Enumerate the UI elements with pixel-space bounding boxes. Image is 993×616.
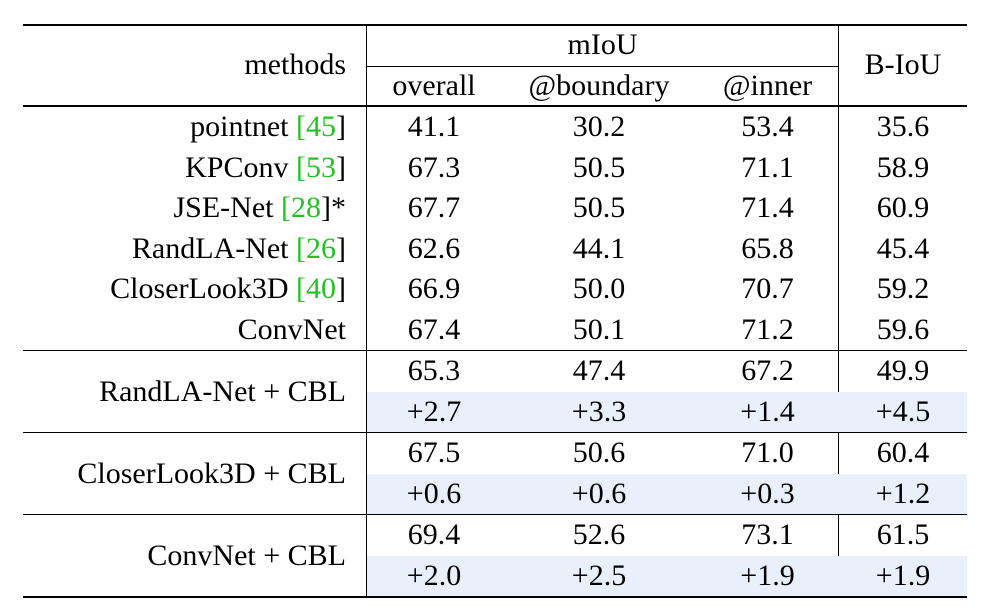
citation-number: 28 bbox=[291, 191, 321, 224]
value-overall: 66.9 bbox=[407, 272, 461, 305]
cbl-value-inner: 71.0 bbox=[741, 436, 794, 469]
value-overall: 67.4 bbox=[407, 312, 461, 346]
citation-open-bracket: [ bbox=[296, 231, 306, 265]
value-boundary: 30.2 bbox=[572, 110, 626, 143]
cbl-value-boundary: 52.6 bbox=[572, 518, 626, 551]
cbl-method-name: CloserLook3D + CBL bbox=[77, 457, 346, 490]
cbl-value-biou: 49.9 bbox=[876, 354, 930, 387]
header-miou: mIoU bbox=[567, 28, 638, 61]
cbl-delta-inner: +1.4 bbox=[740, 395, 795, 428]
citation-close-bracket: ] bbox=[336, 272, 346, 305]
header-bottom-rule bbox=[23, 105, 967, 107]
value-overall: 41.1 bbox=[407, 110, 461, 143]
cbl-delta-overall: +2.7 bbox=[406, 395, 462, 428]
value-boundary: 50.0 bbox=[572, 272, 626, 305]
cbl-delta-inner: +0.3 bbox=[740, 477, 795, 510]
cbl-delta-boundary: +0.6 bbox=[571, 477, 627, 510]
citation-number: 40 bbox=[306, 272, 336, 305]
bottom-rule bbox=[23, 596, 967, 598]
cbl-value-inner: 67.2 bbox=[741, 354, 794, 387]
method-name: JSE-Net [28]* bbox=[174, 188, 347, 228]
method-name: RandLA-Net [26] bbox=[132, 229, 346, 269]
header-overall: overall bbox=[392, 69, 476, 102]
method-label: KPConv bbox=[185, 150, 289, 184]
method-label: RandLA-Net bbox=[131, 231, 289, 265]
cbl-delta-biou: +1.9 bbox=[875, 559, 931, 592]
citation-close-bracket: ] bbox=[321, 191, 331, 224]
value-inner: 70.7 bbox=[741, 272, 794, 305]
value-inner: 71.2 bbox=[741, 312, 794, 346]
value-boundary: 50.5 bbox=[572, 191, 626, 224]
group2-bottom-rule bbox=[23, 514, 967, 515]
value-overall: 62.6 bbox=[407, 231, 461, 265]
value-biou: 58.9 bbox=[876, 150, 930, 184]
top-rule bbox=[23, 24, 967, 26]
citation-number: 45 bbox=[306, 110, 336, 143]
cbl-value-overall: 67.5 bbox=[407, 436, 461, 469]
method-name: ConvNet bbox=[238, 310, 346, 350]
method-label: CloserLook3D bbox=[110, 272, 289, 305]
cbl-value-biou: 61.5 bbox=[876, 518, 930, 551]
header-biou: B-IoU bbox=[864, 48, 942, 81]
cbl-delta-overall: +0.6 bbox=[406, 477, 462, 510]
citation-close-bracket: ] bbox=[336, 231, 346, 265]
cbl-delta-biou: +1.2 bbox=[875, 477, 931, 510]
delta-highlight-row-1 bbox=[367, 392, 967, 432]
method-label: ConvNet bbox=[237, 312, 346, 346]
citation-open-bracket: [ bbox=[296, 272, 306, 305]
value-boundary: 50.5 bbox=[572, 150, 626, 184]
cbl-method-name: RandLA-Net + CBL bbox=[99, 375, 346, 408]
citation-number: 53 bbox=[306, 150, 336, 184]
citation-open-bracket: [ bbox=[281, 191, 291, 224]
citation-open-bracket: [ bbox=[296, 110, 306, 143]
citation-open-bracket: [ bbox=[296, 150, 306, 184]
value-biou: 35.6 bbox=[876, 110, 930, 143]
biou-column-separator bbox=[838, 25, 839, 597]
value-biou: 59.2 bbox=[876, 272, 930, 305]
value-boundary: 44.1 bbox=[572, 231, 626, 265]
cbl-delta-boundary: +3.3 bbox=[571, 395, 627, 428]
cbl-value-overall: 65.3 bbox=[407, 354, 461, 387]
cbl-value-inner: 73.1 bbox=[741, 518, 794, 551]
value-inner: 71.4 bbox=[741, 191, 794, 224]
cbl-method-name: ConvNet + CBL bbox=[147, 539, 346, 572]
delta-highlight-row-2 bbox=[367, 474, 967, 514]
value-boundary: 50.1 bbox=[572, 312, 626, 346]
value-inner: 53.4 bbox=[741, 110, 794, 143]
value-overall: 67.7 bbox=[407, 191, 461, 224]
baselines-bottom-rule bbox=[23, 350, 967, 351]
value-biou: 45.4 bbox=[876, 231, 930, 265]
method-label: JSE-Net bbox=[173, 191, 274, 224]
cbl-value-boundary: 47.4 bbox=[572, 354, 626, 387]
method-name: pointnet [45] bbox=[190, 107, 346, 147]
delta-highlight-row-3 bbox=[367, 556, 967, 596]
value-inner: 71.1 bbox=[741, 150, 794, 184]
method-label: pointnet bbox=[190, 110, 289, 143]
cbl-value-boundary: 50.6 bbox=[572, 436, 626, 469]
cbl-delta-overall: +2.0 bbox=[406, 559, 462, 592]
header-boundary: @boundary bbox=[528, 69, 670, 102]
citation-close-bracket: ] bbox=[336, 150, 346, 184]
value-biou: 60.9 bbox=[876, 191, 930, 224]
cbl-delta-biou: +4.5 bbox=[875, 395, 931, 428]
value-inner: 65.8 bbox=[741, 231, 794, 265]
methods-column-separator bbox=[366, 25, 367, 597]
cbl-delta-inner: +1.9 bbox=[740, 559, 795, 592]
method-name: KPConv [53] bbox=[185, 148, 346, 188]
value-overall: 67.3 bbox=[407, 150, 461, 184]
cbl-value-overall: 69.4 bbox=[407, 518, 461, 551]
method-name: CloserLook3D [40] bbox=[110, 269, 346, 309]
method-suffix: * bbox=[331, 191, 346, 224]
miou-subheader-rule bbox=[367, 66, 839, 67]
citation-number: 26 bbox=[306, 231, 336, 265]
value-biou: 59.6 bbox=[876, 312, 930, 346]
citation-close-bracket: ] bbox=[336, 110, 346, 143]
group1-bottom-rule bbox=[23, 432, 967, 433]
cbl-value-biou: 60.4 bbox=[876, 436, 930, 469]
header-methods: methods bbox=[244, 48, 346, 81]
cbl-delta-boundary: +2.5 bbox=[571, 559, 627, 592]
header-inner: @inner bbox=[722, 69, 813, 102]
